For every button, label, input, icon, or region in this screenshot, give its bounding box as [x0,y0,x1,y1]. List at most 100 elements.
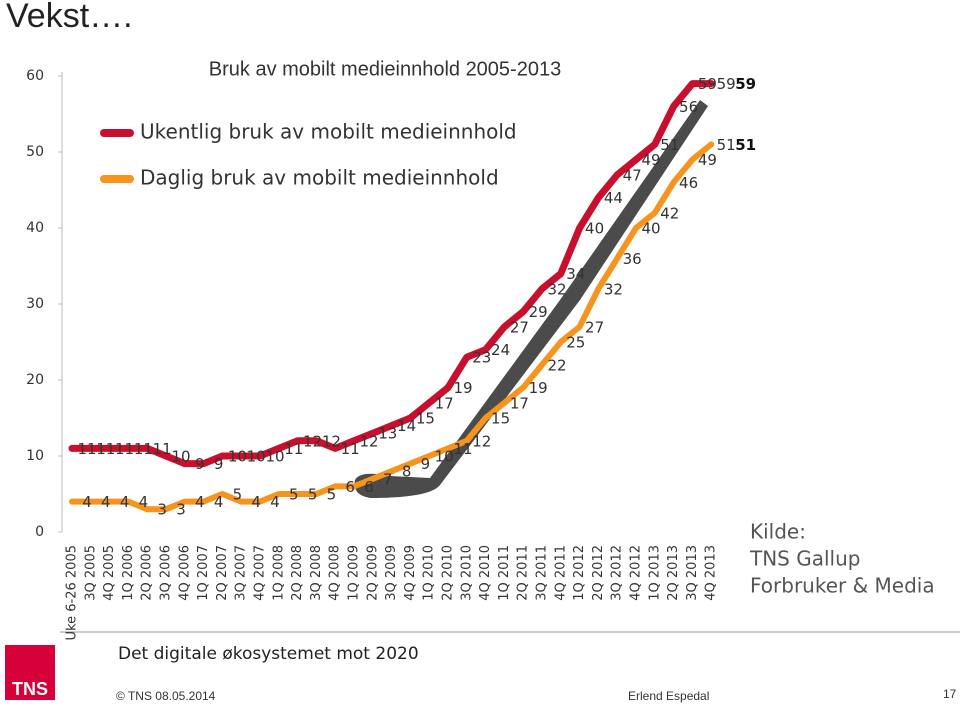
source: TNS Gallup [749,547,860,571]
x-tick-label: 1Q 2007 [196,545,211,601]
value-label: 14 [397,417,416,435]
value-label: 10 [265,448,284,466]
value-label: 9 [195,455,205,473]
y-tick-label: 10 [26,448,44,464]
x-tick-label: 3Q 2012 [610,545,625,601]
x-tick-label: 1Q 2013 [647,545,662,601]
value-label: 6 [364,478,374,496]
value-label: 3 [176,501,186,519]
value-label: 32 [547,280,566,298]
value-label: 5 [308,486,318,504]
value-label: 11 [77,440,96,458]
value-label: 4 [120,493,130,511]
x-tick-label: 3Q 2009 [384,545,399,601]
value-label: 51 [717,136,736,154]
value-label: 10 [247,448,266,466]
value-label: 11 [134,440,153,458]
annotation: 59 [735,75,756,93]
x-tick-label: 2Q 2010 [441,545,456,601]
x-tick-label: 3Q 2008 [309,545,324,601]
value-label: 24 [491,341,510,359]
value-label: 5 [327,486,337,504]
value-label: 5 [233,486,243,504]
x-tick-label: 3Q 2005 [83,545,98,601]
value-label: 8 [402,463,412,481]
x-tick-label: 2Q 2006 [140,545,155,601]
value-label: 10 [171,448,190,466]
series-line [69,141,715,513]
page-number: 17 [943,687,957,701]
value-label: 4 [251,493,261,511]
legend-label: Ukentlig bruk av mobilt medieinnhold [140,120,517,144]
value-label: 36 [623,250,642,268]
value-label: 23 [472,349,491,367]
y-tick-label: 30 [26,296,44,312]
value-label: 42 [660,204,679,222]
x-tick-label: 4Q 2010 [478,545,493,601]
value-label: 4 [82,493,92,511]
y-tick-label: 60 [26,68,44,84]
x-tick-label: 1Q 2008 [271,545,286,601]
value-label: 11 [284,440,303,458]
x-tick-label: 3Q 2007 [234,545,249,601]
value-label: 11 [115,440,134,458]
value-label: 6 [345,478,355,496]
x-tick-label: 3Q 2006 [159,545,174,601]
logo: TNS [12,679,48,699]
value-label: 47 [623,166,642,184]
value-label: 40 [585,220,604,238]
y-tick-label: 0 [35,524,44,540]
x-tick-label: 2Q 2008 [290,545,305,601]
value-label: 12 [303,432,322,450]
value-label: 49 [698,151,717,169]
value-label: 27 [510,318,529,336]
value-label: 7 [383,470,393,488]
value-label: 11 [96,440,115,458]
source: Kilde: [750,520,806,544]
value-label: 56 [679,98,698,116]
x-tick-label: 1Q 2006 [121,545,136,601]
chart-title: Bruk av mobilt medieinnhold 2005-2013 [209,58,561,80]
x-tick-label: 2Q 2011 [516,545,531,601]
y-tick-label: 50 [26,144,44,160]
x-tick-label: 3Q 2011 [535,545,550,601]
value-label: 12 [472,432,491,450]
y-tick-label: 20 [26,372,44,388]
value-label: 17 [435,394,454,412]
value-label: 32 [604,280,623,298]
footer-text: Det digitale økosystemet mot 2020 [118,644,419,664]
value-label: 11 [341,440,360,458]
value-label: 19 [529,379,548,397]
value-label: 4 [270,493,280,511]
x-tick-label: 4Q 2007 [253,545,268,601]
x-tick-label: 2Q 2009 [365,545,380,601]
slide-title: Vekst…. [6,0,133,35]
source: Forbruker & Media [750,574,935,598]
x-tick-label: 1Q 2012 [572,545,587,601]
value-label: 11 [453,440,472,458]
value-label: 9 [421,455,431,473]
value-label: 49 [641,151,660,169]
value-label: 40 [641,220,660,238]
series-line [68,80,715,468]
x-tick-label: 1Q 2010 [422,545,437,601]
x-tick-label: 4Q 2008 [328,545,343,601]
value-label: 4 [195,493,205,511]
x-tick-label: 3Q 2010 [459,545,474,601]
value-label: 4 [101,493,111,511]
value-label: 46 [679,174,698,192]
value-label: 10 [435,448,454,466]
y-tick-label: 40 [26,220,44,236]
logo-box [5,645,55,700]
x-tick-label: 4Q 2005 [102,545,117,601]
hockey-stick [354,100,708,498]
copyright: © TNS 08.05.2014 [116,689,216,703]
x-tick-label: 2Q 2012 [591,545,606,601]
x-tick-label: Uke 6-26 2005 [65,545,80,640]
value-label: 51 [660,136,679,154]
value-label: 5 [289,486,299,504]
x-tick-label: 4Q 2009 [403,545,418,601]
value-label: 27 [585,318,604,336]
x-tick-label: 2Q 2007 [215,545,230,601]
